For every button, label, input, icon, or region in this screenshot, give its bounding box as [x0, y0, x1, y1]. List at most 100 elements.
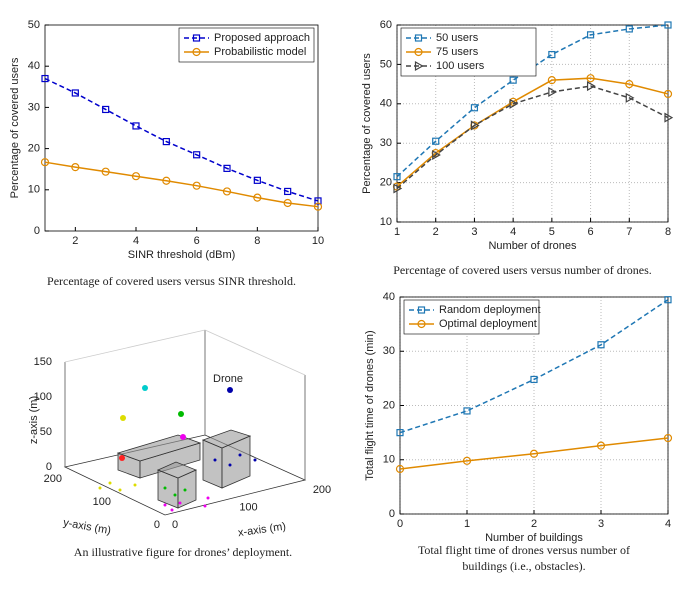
legend-marker [414, 60, 424, 72]
marker [625, 25, 633, 33]
buildings [116, 429, 252, 509]
x-tick-label: 2 [433, 226, 439, 238]
y-tick-label: 10 [28, 184, 40, 196]
marker [162, 137, 170, 146]
legend-marker [417, 306, 426, 314]
y-tick-label: 10 [383, 454, 395, 466]
tick-label: 200 [44, 473, 62, 485]
x-axis-label: Number of buildings [485, 532, 583, 544]
marker [463, 407, 471, 415]
legend-marker [192, 47, 201, 57]
marker [71, 89, 79, 97]
legend-label: 50 users [436, 32, 479, 44]
marker [432, 137, 440, 145]
marker [192, 181, 201, 190]
marker [596, 441, 606, 450]
marker [470, 104, 479, 112]
drone [119, 455, 125, 461]
marker [41, 74, 49, 83]
x-tick-label: 10 [312, 235, 324, 247]
x-tick-label: 8 [665, 226, 671, 238]
tick-label: 0 [154, 519, 160, 531]
marker [625, 79, 634, 89]
marker [597, 341, 605, 349]
legend-box [178, 27, 315, 63]
marker [432, 149, 441, 161]
y-axis-label: Percentage of covered users [361, 53, 373, 194]
x-tick-label: 7 [626, 226, 632, 238]
wall-edge [204, 329, 306, 376]
drone [227, 387, 233, 393]
y-tick-label: 50 [380, 58, 392, 70]
building [156, 461, 198, 479]
y-axis-label: Total flight time of drones (min) [364, 330, 376, 480]
marker [40, 158, 50, 167]
y-tick-label: 20 [383, 399, 395, 411]
marker [663, 433, 673, 443]
x-tick-label: 6 [588, 226, 594, 238]
series-line [396, 24, 669, 178]
drone [180, 434, 186, 440]
axis-label: x-axis (m) [237, 521, 286, 540]
x-tick-label: 2 [72, 235, 78, 247]
marker [193, 151, 201, 159]
y-tick-label: 40 [383, 291, 395, 303]
users [163, 496, 210, 512]
marker [586, 74, 595, 83]
x-axis-label: SINR threshold (dBm) [128, 249, 236, 261]
legend-label: Random deployment [439, 304, 541, 316]
building [201, 429, 252, 449]
caption: Percentage of covered users versus SINR … [47, 274, 296, 288]
marker [664, 21, 672, 29]
users [98, 481, 137, 492]
caption: Total flight time of drones versus numbe… [418, 543, 630, 557]
tick-label: 0 [46, 461, 52, 473]
x-tick-label: 4 [510, 226, 516, 238]
marker [393, 173, 401, 181]
marker [470, 120, 480, 131]
legend-marker [417, 319, 426, 329]
y-tick-label: 60 [380, 19, 392, 31]
marker [548, 86, 558, 98]
y-tick-label: 40 [380, 98, 392, 110]
x-tick-label: 0 [397, 518, 403, 530]
marker [162, 176, 171, 185]
legend-marker [192, 34, 201, 42]
legend-label: Proposed approach [214, 32, 310, 44]
legend-label: Optimal deployment [439, 318, 537, 330]
marker [547, 76, 556, 85]
x-tick-label: 4 [133, 235, 139, 247]
marker [223, 164, 231, 172]
x-tick-label: 3 [471, 226, 477, 238]
marker [71, 163, 80, 172]
x-tick-label: 4 [665, 518, 671, 530]
series-line [399, 299, 669, 434]
plot-frame [399, 296, 669, 515]
marker [509, 76, 517, 84]
marker [586, 81, 596, 92]
tick-label: 0 [172, 519, 178, 531]
plot-frame [44, 24, 319, 232]
x-tick-label: 5 [549, 226, 555, 238]
annotation: Drone [213, 373, 243, 385]
drone [178, 411, 184, 417]
legend-marker [414, 34, 423, 42]
x-tick-label: 2 [531, 518, 537, 530]
marker [131, 172, 141, 181]
tick-label: 100 [93, 496, 111, 508]
y-tick-label: 20 [28, 143, 40, 155]
plot-frame [396, 24, 669, 223]
marker [664, 112, 674, 123]
marker [132, 122, 140, 130]
marker [314, 197, 322, 205]
y-tick-label: 10 [380, 216, 392, 228]
marker [548, 50, 556, 59]
points [98, 385, 257, 512]
series-line [396, 85, 669, 190]
building [116, 434, 202, 462]
y-tick-label: 30 [383, 345, 395, 357]
marker [664, 296, 672, 304]
users [163, 486, 187, 497]
series-line [399, 437, 669, 470]
marker [663, 89, 673, 99]
